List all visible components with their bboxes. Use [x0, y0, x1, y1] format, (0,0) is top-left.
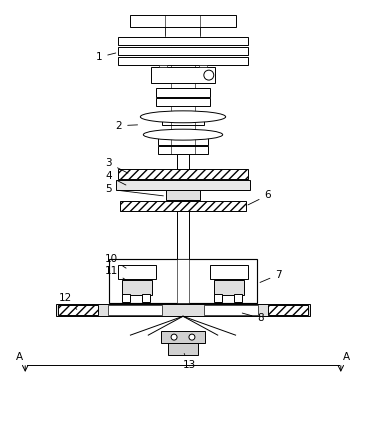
- Bar: [199, 65, 207, 67]
- Text: 11: 11: [105, 266, 126, 280]
- Text: A: A: [343, 352, 350, 362]
- Bar: [168, 343, 198, 355]
- Text: 10: 10: [105, 254, 126, 268]
- Text: 6: 6: [248, 190, 271, 205]
- Bar: [119, 170, 247, 179]
- Bar: [204, 305, 258, 315]
- Bar: [158, 146, 208, 154]
- Bar: [156, 98, 210, 106]
- Bar: [177, 211, 189, 259]
- Circle shape: [189, 334, 195, 340]
- Circle shape: [204, 70, 214, 80]
- Bar: [177, 154, 189, 196]
- Bar: [151, 67, 215, 83]
- Text: 3: 3: [106, 159, 128, 173]
- Text: A: A: [16, 352, 23, 362]
- Circle shape: [171, 334, 177, 340]
- Bar: [214, 280, 243, 295]
- Bar: [158, 136, 208, 145]
- Bar: [159, 65, 167, 67]
- Bar: [120, 201, 246, 211]
- Bar: [234, 294, 242, 302]
- Bar: [166, 190, 200, 200]
- Ellipse shape: [143, 129, 223, 140]
- Text: 13: 13: [183, 353, 196, 370]
- Bar: [56, 305, 310, 316]
- Bar: [108, 305, 162, 315]
- Bar: [161, 331, 205, 343]
- Bar: [268, 305, 308, 315]
- Bar: [123, 280, 152, 295]
- Bar: [162, 117, 204, 125]
- Bar: [116, 180, 250, 190]
- Text: 8: 8: [242, 313, 264, 323]
- Bar: [123, 294, 130, 302]
- Bar: [119, 57, 247, 65]
- Text: 7: 7: [260, 270, 282, 282]
- Bar: [119, 265, 156, 278]
- Text: 4: 4: [106, 171, 126, 185]
- Bar: [119, 37, 247, 45]
- Bar: [156, 88, 210, 97]
- Text: 5: 5: [106, 184, 163, 196]
- Bar: [119, 48, 247, 55]
- Bar: [177, 259, 189, 303]
- Bar: [142, 294, 150, 302]
- Bar: [130, 15, 236, 28]
- Bar: [210, 265, 247, 278]
- Text: 1: 1: [96, 52, 116, 62]
- Bar: [58, 305, 98, 315]
- Bar: [214, 294, 222, 302]
- Text: 12: 12: [59, 293, 77, 309]
- Text: 2: 2: [116, 121, 138, 131]
- Bar: [109, 259, 257, 303]
- Ellipse shape: [140, 111, 226, 123]
